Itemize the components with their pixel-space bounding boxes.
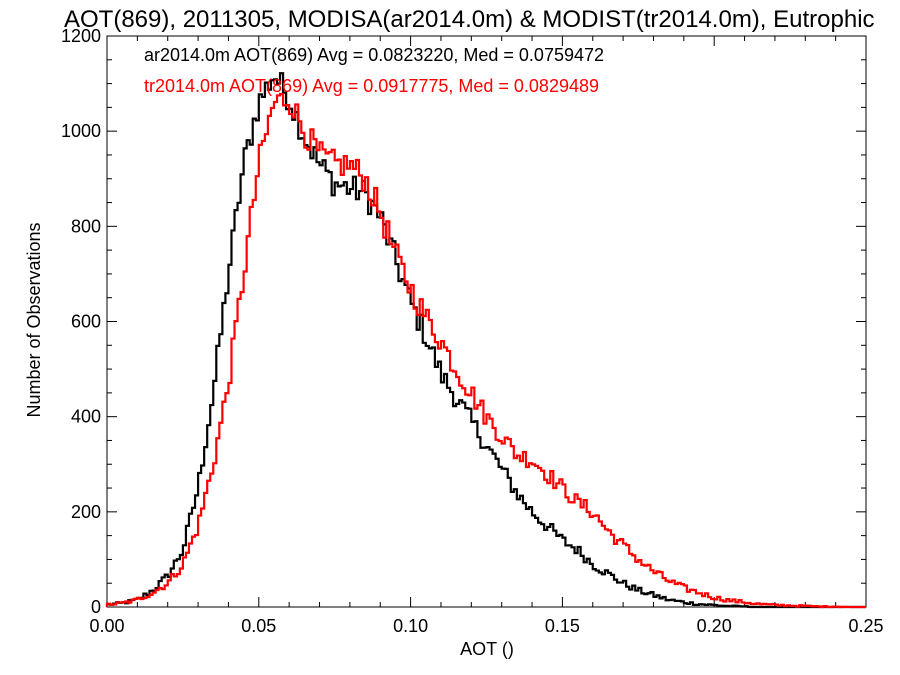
legend: ar2014.0m AOT(869) Avg = 0.0823220, Med …	[144, 45, 604, 96]
chart-title: AOT(869), 2011305, MODISA(ar2014.0m) & M…	[64, 6, 875, 33]
x-tick-label: 0.25	[848, 616, 883, 636]
y-tick-label: 600	[71, 312, 101, 332]
x-tick-label: 0.05	[241, 616, 276, 636]
x-axis-label: AOT ()	[460, 639, 514, 659]
legend-stats-tr2014.0m: tr2014.0m AOT(869) Avg = 0.0917775, Med …	[144, 76, 599, 96]
plot-frame	[106, 35, 867, 608]
x-tick-label: 0.00	[89, 616, 124, 636]
x-tick-label: 0.10	[393, 616, 428, 636]
plot-area: 0.00 0.05 0.10 0.15 0.20 0.25 0 200 400 600 800 100…	[61, 26, 884, 636]
y-tick-label: 200	[71, 502, 101, 522]
y-tick-label: 0	[91, 597, 101, 617]
y-tick-label: 1000	[61, 121, 101, 141]
y-tick-label: 1200	[61, 26, 101, 46]
x-tick-label: 0.15	[545, 616, 580, 636]
x-tick-label: 0.20	[697, 616, 732, 636]
series-ar2014.0m-histogram	[105, 72, 866, 609]
y-tick-label: 800	[71, 216, 101, 236]
y-axis-label: Number of Observations	[24, 222, 44, 417]
legend-stats-ar2014.0m: ar2014.0m AOT(869) Avg = 0.0823220, Med …	[144, 45, 604, 65]
y-tick-label: 400	[71, 407, 101, 427]
series-tr2014.0m-histogram	[105, 92, 866, 609]
